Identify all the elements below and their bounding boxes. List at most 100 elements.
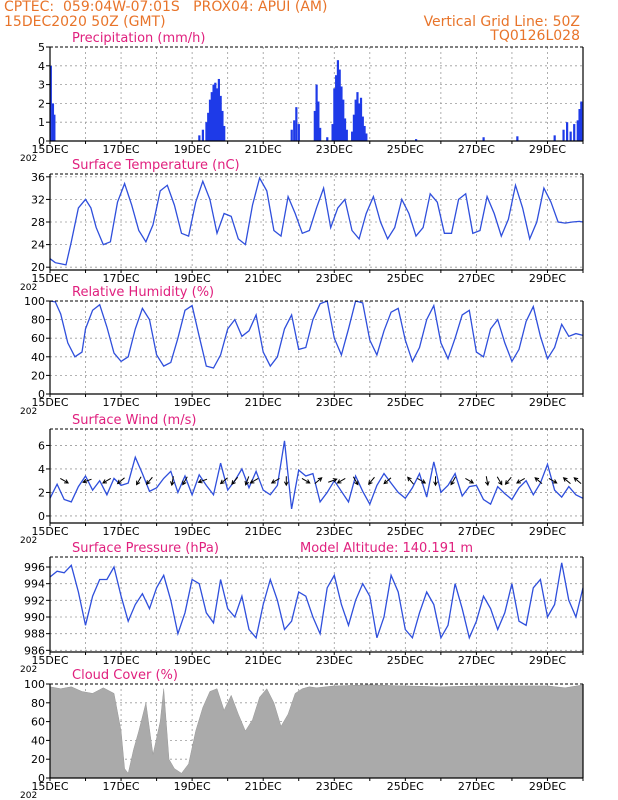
temp-xtick-label: 21DEC xyxy=(245,272,282,285)
wind-arrow xyxy=(450,476,456,486)
precip-bar xyxy=(201,129,204,141)
cloud-xtick-label: 19DEC xyxy=(174,780,211,793)
wind-arrow xyxy=(328,478,338,483)
precip-xtick-label: 17DEC xyxy=(103,143,140,156)
precip-bar xyxy=(208,99,212,141)
wind-arrow xyxy=(283,476,289,487)
precip-bar xyxy=(315,84,318,141)
temp-ytick-label: 32 xyxy=(31,193,45,206)
precip-xtick-label: 27DEC xyxy=(458,143,495,156)
pres-ytick-label: 986 xyxy=(24,644,45,657)
precip-ytick-label: 1 xyxy=(38,116,45,129)
pres-xtick-label: 15DEC xyxy=(31,654,68,667)
temp-xtick-label: 25DEC xyxy=(387,272,424,285)
wind-arrow xyxy=(417,478,427,484)
rh-title: Relative Humidity (%) xyxy=(72,285,214,300)
cloud-xtick-label: 27DEC xyxy=(458,780,495,793)
temp-ytick-label: 36 xyxy=(31,171,45,184)
precip-bar xyxy=(365,133,368,141)
precip-bar xyxy=(212,84,215,141)
wind-xtick-label: 19DEC xyxy=(174,525,211,538)
cloud-ytick-label: 20 xyxy=(31,753,45,766)
precip-xtick-label: 21DEC xyxy=(245,143,282,156)
wind-arrow xyxy=(465,478,475,484)
wind-ytick-label: 2 xyxy=(38,486,45,499)
pres-xtick-label: 29DEC xyxy=(529,654,566,667)
wind-arrow xyxy=(504,476,512,485)
precip-bar xyxy=(326,137,329,141)
precip-bar xyxy=(482,137,485,141)
rh-ytick-label: 60 xyxy=(31,332,45,345)
precip-bar xyxy=(576,120,579,141)
cloud-year-fragment: 202 xyxy=(20,791,37,800)
precip-title: Precipitation (mm/h) xyxy=(72,31,205,46)
precip-bar xyxy=(223,125,226,141)
pres-ytick-label: 994 xyxy=(24,578,45,591)
rh-xtick-label: 19DEC xyxy=(174,396,211,409)
temp-xtick-label: 15DEC xyxy=(31,272,68,285)
wind-arrow xyxy=(383,477,392,485)
cloud-xtick-label: 25DEC xyxy=(387,780,424,793)
precip-bar xyxy=(53,114,56,141)
header-line2: 15DEC2020 50Z (GMT) xyxy=(4,14,166,30)
precip-bar xyxy=(214,82,217,141)
precip-bar xyxy=(553,135,556,141)
precip-bar xyxy=(219,95,222,141)
rh-ytick-label: 80 xyxy=(31,314,45,327)
precip-bar xyxy=(578,109,581,141)
pres-annotation: Model Altitude: 140.191 m xyxy=(300,541,473,556)
precip-bar xyxy=(217,78,220,141)
pres-xtick-label: 17DEC xyxy=(103,654,140,667)
precip-bar xyxy=(342,99,345,141)
wind-arrow xyxy=(548,478,558,484)
wind-arrow xyxy=(534,477,543,484)
temp-ytick-label: 20 xyxy=(31,261,45,274)
wind-xtick-label: 29DEC xyxy=(529,525,566,538)
cloud-ytick-label: 80 xyxy=(31,697,45,710)
header-line1: CPTEC: 059:04W-07:01S PROX04: APUI (AM) xyxy=(4,0,328,15)
precip-xtick-label: 23DEC xyxy=(316,143,353,156)
precip-bar xyxy=(198,135,201,141)
temp-year-fragment: 202 xyxy=(20,283,37,293)
precip-bar xyxy=(340,86,343,141)
wind-arrow xyxy=(219,477,228,485)
precip-bar xyxy=(338,69,341,141)
precip-year-fragment: 202 xyxy=(20,154,37,164)
rh-year-fragment: 202 xyxy=(20,407,37,417)
wind-arrow xyxy=(136,476,142,486)
wind-arrow xyxy=(270,478,280,484)
rh-xtick-label: 29DEC xyxy=(529,396,566,409)
precip-bar xyxy=(562,129,565,141)
temp-xtick-label: 23DEC xyxy=(316,272,353,285)
temp-ytick-label: 24 xyxy=(31,239,45,252)
temp-title: Surface Temperature (nC) xyxy=(72,158,240,173)
precip-ytick-label: 3 xyxy=(38,79,45,92)
wind-arrow xyxy=(573,477,582,484)
wind-xtick-label: 23DEC xyxy=(316,525,353,538)
pres-xtick-label: 19DEC xyxy=(174,654,211,667)
precip-bar xyxy=(580,101,583,141)
precip-xtick-label: 29DEC xyxy=(529,143,566,156)
wind-ytick-label: 0 xyxy=(38,510,45,523)
rh-ytick-label: 0 xyxy=(38,388,45,401)
wind-arrow xyxy=(484,476,490,487)
cloud-ytick-label: 100 xyxy=(24,678,45,691)
precip-bar xyxy=(221,110,224,141)
cloud-title: Cloud Cover (%) xyxy=(72,668,178,683)
cloud-xtick-label: 21DEC xyxy=(245,780,282,793)
temp-xtick-label: 17DEC xyxy=(103,272,140,285)
rh-xtick-label: 17DEC xyxy=(103,396,140,409)
precip-xtick-label: 19DEC xyxy=(174,143,211,156)
precip-bar xyxy=(359,97,363,141)
wind-xtick-label: 21DEC xyxy=(245,525,282,538)
pres-ytick-label: 990 xyxy=(24,611,45,624)
wind-arrow xyxy=(496,476,503,486)
precip-bar xyxy=(343,118,347,141)
precip-bar xyxy=(358,103,361,141)
precip-bar xyxy=(335,75,338,141)
precip-bar xyxy=(207,112,210,141)
precip-bar xyxy=(295,107,298,141)
pres-ytick-label: 996 xyxy=(24,561,45,574)
temp-xtick-label: 29DEC xyxy=(529,272,566,285)
